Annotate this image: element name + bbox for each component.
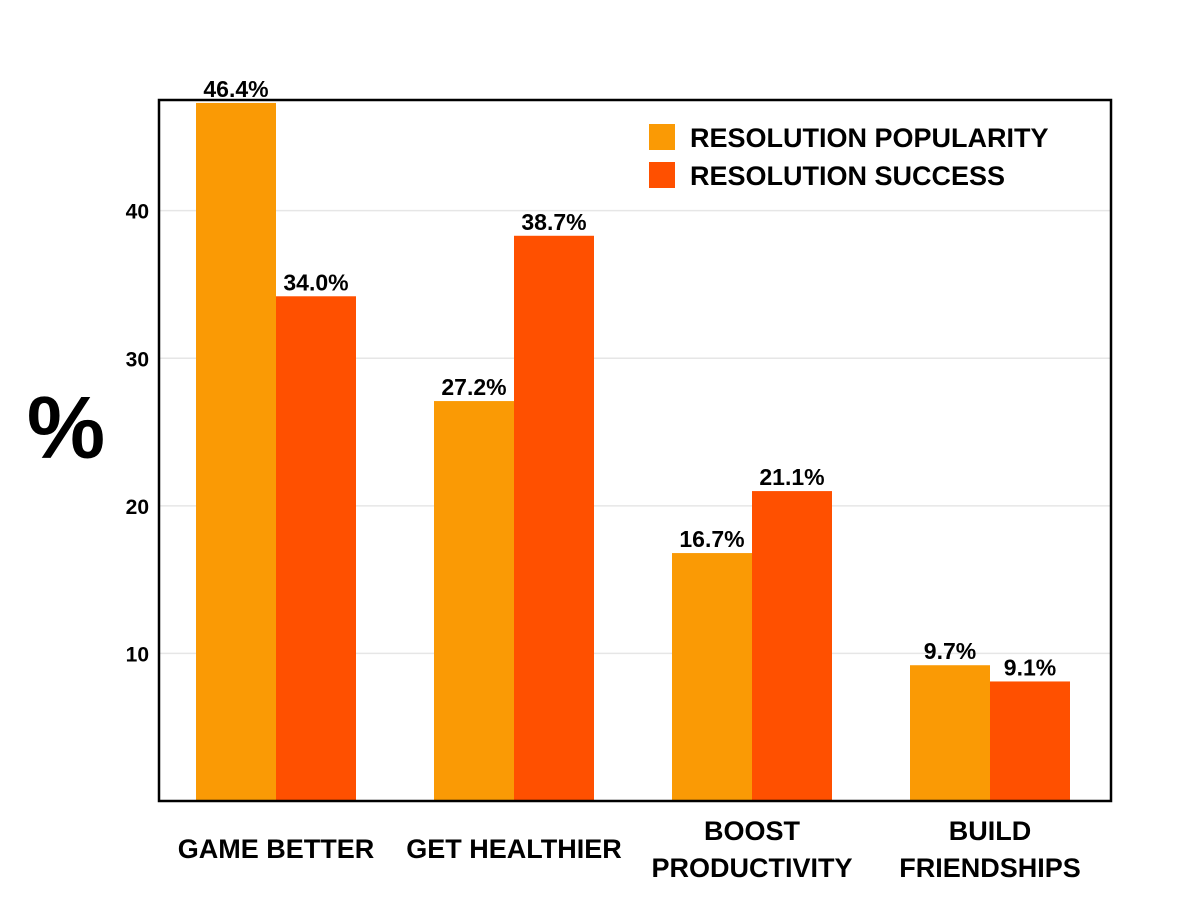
x-category-label: GAME BETTER	[178, 834, 375, 864]
x-category-label: BOOST	[704, 816, 801, 846]
data-label: 46.4%	[203, 76, 268, 102]
y-tick-label: 30	[126, 348, 149, 371]
bar-popularity-0	[196, 102, 276, 801]
data-label: 34.0%	[283, 269, 348, 295]
data-label: 27.2%	[441, 374, 506, 400]
y-axis-label: %	[27, 378, 105, 477]
x-category-label: GET HEALTHIER	[406, 834, 622, 864]
bar-popularity-1	[434, 401, 514, 801]
y-tick-label: 40	[126, 201, 149, 224]
x-category-label: PRODUCTIVITY	[651, 853, 852, 883]
bar-popularity-2	[672, 553, 752, 801]
data-label: 16.7%	[679, 526, 744, 552]
bar-success-2	[752, 491, 832, 801]
x-category-label: FRIENDSHIPS	[899, 853, 1081, 883]
bars	[196, 102, 1070, 801]
y-tick-label: 10	[126, 643, 149, 666]
bar-success-3	[990, 681, 1070, 801]
data-label: 21.1%	[759, 464, 824, 490]
axes: 10 20 30 40 GAME BETTER GET HEALTHIER BOOST PRO…	[27, 98, 1113, 883]
legend: RESOLUTION POPULARITY RESOLUTION SUCCESS	[649, 123, 1049, 191]
data-label: 9.1%	[1004, 654, 1056, 680]
legend-label: RESOLUTION SUCCESS	[690, 161, 1005, 191]
x-category-label: BUILD	[949, 816, 1032, 846]
legend-swatch-popularity	[649, 124, 675, 150]
bar-popularity-3	[910, 665, 990, 801]
legend-swatch-success	[649, 162, 675, 188]
bar-success-0	[276, 296, 356, 801]
data-label: 9.7%	[924, 638, 976, 664]
bar-success-1	[514, 235, 594, 801]
legend-label: RESOLUTION POPULARITY	[690, 123, 1049, 153]
y-tick-label: 20	[126, 496, 149, 519]
plot-frame	[157, 98, 1113, 803]
data-label: 38.7%	[521, 209, 586, 235]
data-labels: 46.4% 34.0% 27.2% 38.7% 16.7% 21.1% 9.7% 9.1%	[203, 76, 1056, 681]
